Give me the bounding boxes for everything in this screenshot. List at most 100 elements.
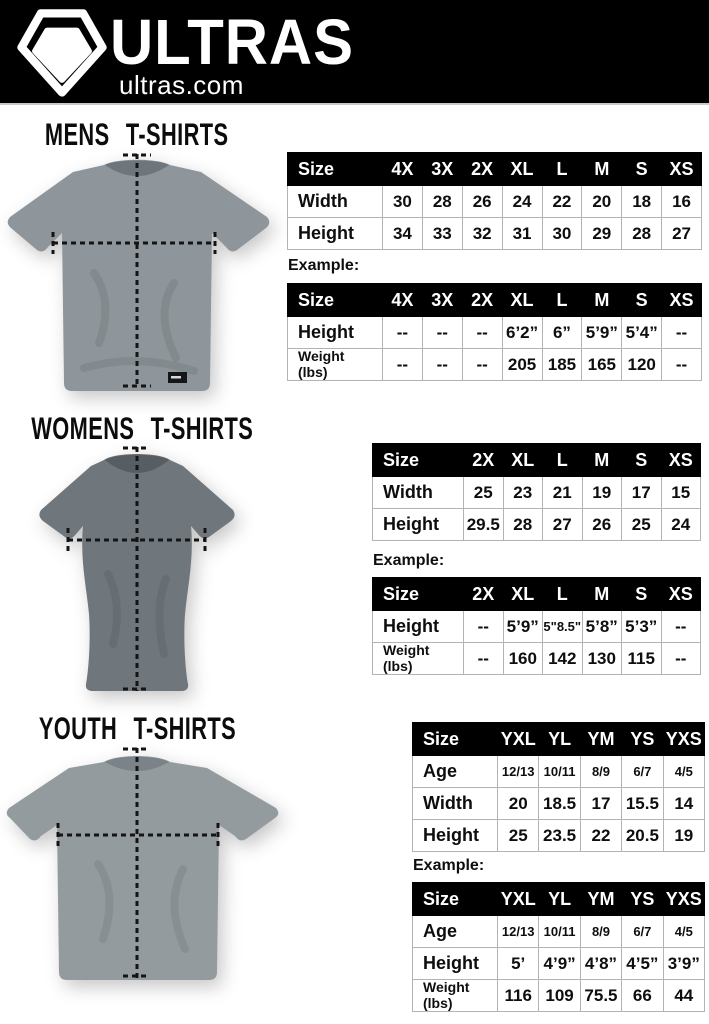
- header-size-cell: L: [542, 577, 583, 611]
- hem-tag-print: [171, 376, 181, 379]
- brand-wordmark: ULTRAS: [110, 7, 354, 79]
- value-cell: --: [463, 641, 504, 676]
- header-size-cell: 2X: [463, 577, 504, 611]
- header-size-cell: YM: [579, 882, 623, 916]
- table-row: Height -- -- -- 6’2” 6” 5’9” 5’4” --: [287, 316, 702, 349]
- table-row: Height 25 23.5 22 20.5 19: [412, 819, 706, 852]
- row-label-cell: Age: [412, 755, 498, 788]
- header-size-cell: 3X: [421, 283, 463, 317]
- header-size-cell: XL: [501, 152, 543, 186]
- header-size-cell: S: [621, 283, 663, 317]
- value-cell: 4’5”: [621, 947, 664, 980]
- value-cell: 160: [502, 641, 543, 676]
- table-row: Weight (lbs) -- 160 142 130 115 --: [372, 641, 701, 676]
- header-size-cell: 2X: [463, 443, 504, 477]
- value-cell: 5’9”: [502, 610, 543, 643]
- value-cell: 5’: [496, 947, 540, 980]
- header-size-cell: S: [621, 577, 662, 611]
- value-cell: 17: [621, 476, 662, 509]
- header-size-cell: M: [581, 577, 622, 611]
- womens-size-table: Size 2X XL L M S XS Width 25 23 21 19 17 15 Height 29.5…: [372, 443, 701, 541]
- value-cell: --: [421, 347, 463, 382]
- value-cell: 27: [661, 217, 702, 250]
- value-cell: 34: [382, 217, 423, 250]
- header-size-cell: YXS: [662, 882, 706, 916]
- header-size-cell: 3X: [421, 152, 463, 186]
- header-label-cell: Size: [372, 443, 464, 477]
- width-measure-line: [56, 823, 220, 847]
- row-label-cell: Weight (lbs): [372, 641, 464, 676]
- value-cell: 24: [660, 508, 701, 541]
- table-row: Width 20 18.5 17 15.5 14: [412, 787, 706, 820]
- height-measure-line: [123, 446, 150, 691]
- row-label-cell: Age: [412, 915, 498, 948]
- value-cell: 185: [541, 347, 583, 382]
- value-cell: 22: [579, 819, 623, 852]
- value-cell: 8/9: [579, 915, 623, 948]
- header-size-cell: YXS: [662, 722, 706, 756]
- value-cell: 3’9”: [662, 947, 706, 980]
- header-label-cell: Size: [372, 577, 464, 611]
- row-label-cell: Width: [412, 787, 498, 820]
- header-label-cell: Size: [287, 152, 383, 186]
- header-size-cell: YS: [621, 722, 664, 756]
- table-row: Weight (lbs) 116 109 75.5 66 44: [412, 978, 706, 1013]
- value-cell: 205: [501, 347, 543, 382]
- header-size-cell: M: [581, 283, 623, 317]
- womens-shirt-body: [39, 454, 235, 691]
- youth-shirt-body: [6, 756, 279, 980]
- value-cell: 20: [496, 787, 540, 820]
- header-size-cell: YL: [538, 722, 581, 756]
- header-size-cell: XS: [660, 443, 701, 477]
- row-label-cell: Weight (lbs): [412, 978, 498, 1013]
- value-cell: 5’4”: [621, 316, 663, 349]
- header-size-cell: 2X: [461, 152, 503, 186]
- value-cell: 28: [621, 217, 663, 250]
- value-cell: 22: [541, 185, 583, 218]
- row-label-cell: Height: [287, 217, 383, 250]
- value-cell: 14: [662, 787, 706, 820]
- value-cell: 24: [501, 185, 543, 218]
- value-cell: 115: [621, 641, 662, 676]
- row-label-cell: Height: [412, 947, 498, 980]
- womens-example-table: Size 2X XL L M S XS Height -- 5’9” 5"8.5" 5’8” 5’3” -…: [372, 577, 701, 676]
- value-cell: --: [660, 610, 701, 643]
- header-size-cell: 2X: [461, 283, 503, 317]
- youth-shirt-image: [6, 747, 279, 980]
- height-measure-line: [123, 747, 150, 978]
- pentagon-badge-icon: [17, 9, 107, 97]
- table-row: Weight (lbs) -- -- -- 205 185 165 120 --: [287, 347, 702, 382]
- mens-example-table: Size 4X 3X 2X XL L M S XS Height -- -- -- 6’2” 6” 5’9” 5…: [287, 283, 702, 382]
- value-cell: 20.5: [621, 819, 664, 852]
- value-cell: 28: [421, 185, 463, 218]
- value-cell: 6’2”: [501, 316, 543, 349]
- value-cell: 4’9”: [538, 947, 581, 980]
- value-cell: --: [382, 347, 423, 382]
- header-size-cell: 4X: [382, 152, 423, 186]
- womens-example-label: Example:: [373, 552, 445, 569]
- value-cell: 31: [501, 217, 543, 250]
- value-cell: 27: [542, 508, 583, 541]
- header-size-cell: L: [541, 152, 583, 186]
- mens-section-title: MENS T-SHIRTS: [45, 117, 229, 152]
- value-cell: --: [661, 316, 702, 349]
- value-cell: 6/7: [621, 755, 664, 788]
- value-cell: 16: [661, 185, 702, 218]
- value-cell: --: [461, 347, 503, 382]
- youth-example-label: Example:: [413, 857, 485, 874]
- value-cell: 4/5: [662, 755, 706, 788]
- header-size-cell: XL: [502, 577, 543, 611]
- value-cell: 116: [496, 978, 540, 1013]
- value-cell: --: [421, 316, 463, 349]
- header-size-cell: XS: [661, 152, 702, 186]
- table-row: Age 12/13 10/11 8/9 6/7 4/5: [412, 755, 706, 788]
- row-label-cell: Height: [372, 508, 464, 541]
- value-cell: 165: [581, 347, 623, 382]
- header-size-cell: XS: [660, 577, 701, 611]
- value-cell: 18: [621, 185, 663, 218]
- youth-size-table: Size YXL YL YM YS YXS Age 12/13 10/11 8/9 6/7 4/5 Wi…: [412, 722, 706, 852]
- value-cell: 6”: [541, 316, 583, 349]
- womens-section-title: WOMENS T-SHIRTS: [31, 411, 254, 446]
- value-cell: 15: [660, 476, 701, 509]
